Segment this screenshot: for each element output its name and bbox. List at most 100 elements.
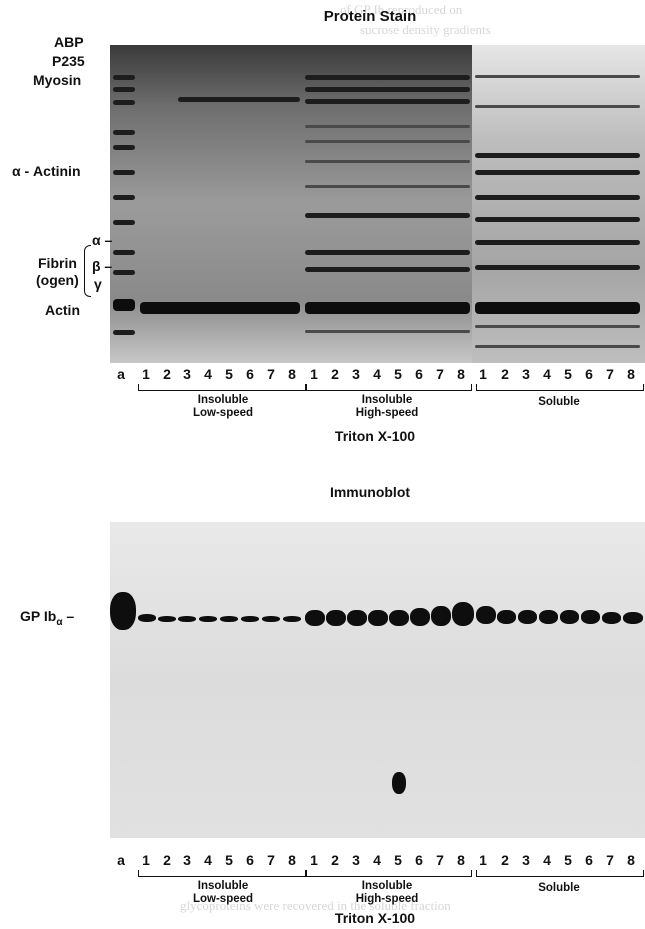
band	[199, 616, 217, 622]
marker-gp-ib-alpha: GP Ibα –	[20, 608, 74, 628]
band	[113, 100, 135, 105]
band	[410, 608, 430, 626]
lane-label: 7	[267, 366, 275, 382]
group-label-line: Insoluble	[197, 394, 249, 406]
lane-label: 8	[457, 852, 465, 868]
band	[113, 250, 135, 255]
band	[452, 602, 474, 626]
group-label-high-speed: Insoluble High-speed	[322, 880, 452, 906]
marker-alpha-actinin: α - Actinin	[12, 163, 81, 179]
lane-label: 7	[267, 852, 275, 868]
marker-fibrin: Fibrin	[38, 255, 77, 271]
lane-label: 6	[415, 852, 423, 868]
lane-label: 5	[394, 852, 402, 868]
band	[138, 614, 156, 622]
marker-myosin: Myosin	[33, 72, 82, 88]
band	[305, 75, 470, 80]
lane-label: 4	[543, 366, 551, 382]
lane-label: 2	[331, 852, 339, 868]
lane-label: a	[117, 366, 125, 382]
lane-label: 3	[522, 852, 530, 868]
lane-label: 2	[163, 366, 171, 382]
lane-label: 6	[585, 366, 593, 382]
band	[113, 220, 135, 225]
group-label-low-speed: Insoluble Low-speed	[158, 394, 288, 420]
band	[475, 265, 640, 270]
band	[389, 610, 409, 626]
lane-label: 5	[225, 366, 233, 382]
lane-label: 5	[564, 852, 572, 868]
lane-label: 2	[501, 852, 509, 868]
lane-label: 1	[142, 366, 150, 382]
fibrin-brace	[84, 245, 91, 297]
band	[220, 616, 238, 622]
lane-label: 3	[352, 366, 360, 382]
band	[602, 612, 621, 624]
marker-actin: Actin	[45, 302, 80, 318]
bracket-high-speed	[306, 870, 472, 877]
band	[241, 616, 259, 622]
lane-label: 1	[142, 852, 150, 868]
band	[178, 616, 196, 622]
marker-subscript: α	[56, 616, 63, 628]
band	[368, 610, 388, 626]
immunoblot-title: Immunoblot	[329, 484, 411, 500]
lane-label-row: a 1 2 3 4 5 6 7 8 1 2 3 4 5 6 7 8 1 2 3 …	[110, 852, 645, 870]
band	[158, 616, 176, 622]
protein-stain-title: Protein Stain	[323, 8, 417, 25]
artifact-spot	[392, 772, 406, 794]
band	[476, 606, 496, 624]
lane-label: 8	[627, 852, 635, 868]
marker-fibrinogen: (ogen)	[36, 272, 79, 288]
lane-label: 4	[373, 852, 381, 868]
lane-label: 7	[606, 852, 614, 868]
lane-label: 6	[415, 366, 423, 382]
lane-label: 6	[585, 852, 593, 868]
protein-stain-gel	[110, 45, 645, 363]
band	[113, 195, 135, 200]
band	[475, 325, 640, 328]
band	[305, 185, 470, 188]
lane-label: 1	[479, 366, 487, 382]
group-label-soluble: Soluble	[538, 882, 580, 894]
band	[305, 99, 470, 104]
marker-fibrin-gamma: γ	[94, 276, 102, 292]
bracket-soluble	[476, 384, 644, 391]
band	[283, 616, 301, 622]
band	[113, 170, 135, 175]
immunoblot-membrane	[110, 522, 645, 838]
lane-label: 1	[310, 366, 318, 382]
lane-label: 8	[457, 366, 465, 382]
band	[518, 610, 537, 624]
band	[539, 610, 558, 624]
band	[475, 240, 640, 245]
band	[347, 610, 367, 626]
detergent-label: Triton X-100	[334, 428, 416, 444]
lane-label: 1	[310, 852, 318, 868]
band	[497, 610, 516, 624]
bracket-high-speed	[306, 384, 472, 391]
lane-label: 5	[564, 366, 572, 382]
band	[475, 302, 640, 314]
lane-label: 4	[543, 852, 551, 868]
marker-fibrin-beta: β –	[92, 258, 113, 274]
lane-label: 3	[522, 366, 530, 382]
group-label-line: Insoluble	[197, 880, 249, 892]
marker-p235: P235	[52, 53, 85, 69]
lane-label: 2	[501, 366, 509, 382]
band	[113, 270, 135, 275]
lane-label: 2	[163, 852, 171, 868]
lane-label: 4	[373, 366, 381, 382]
band	[113, 299, 135, 311]
band	[326, 610, 346, 626]
band	[560, 610, 579, 624]
band	[110, 592, 136, 630]
lane-label: 4	[204, 366, 212, 382]
marker-fibrin-alpha: α –	[92, 232, 113, 248]
lane-label: 7	[606, 366, 614, 382]
band	[305, 160, 470, 163]
group-label-line: Insoluble	[361, 394, 413, 406]
lane-label: 8	[288, 366, 296, 382]
band	[113, 87, 135, 92]
band	[623, 612, 643, 624]
